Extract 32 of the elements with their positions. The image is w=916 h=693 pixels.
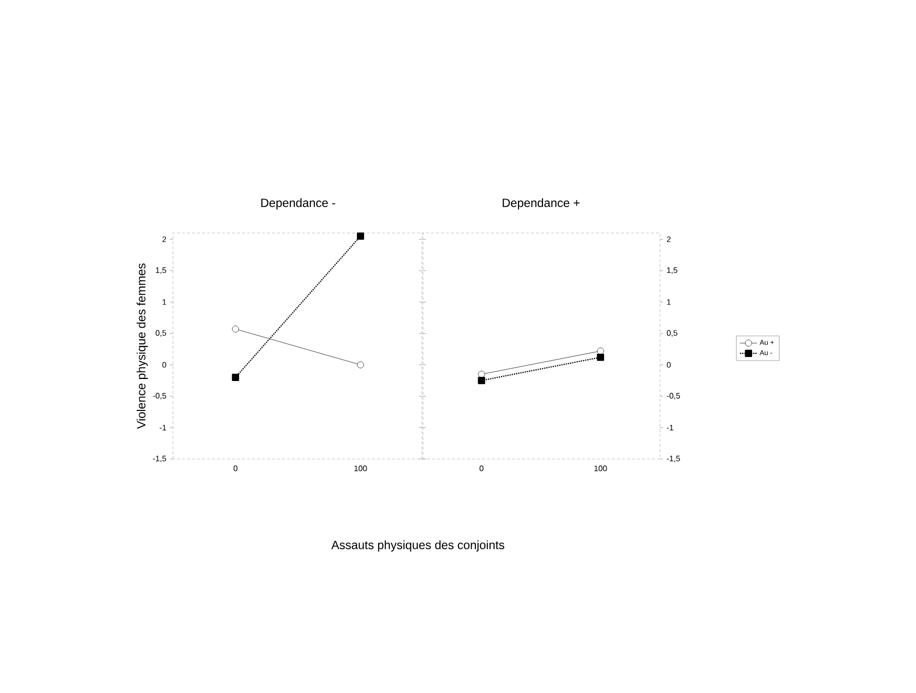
point: [357, 361, 364, 368]
point: [232, 326, 239, 332]
y2-tick-label: 1,5: [667, 267, 678, 274]
chart-title: Dependance -: [261, 198, 336, 210]
x-tick-label: 100: [354, 466, 367, 472]
y2-tick-label: 1: [667, 299, 671, 305]
y2-tick-label: -1,5: [666, 456, 680, 462]
x-tick-label: 0: [480, 466, 484, 472]
y-tick-label: -1: [160, 424, 166, 430]
y-tick-label: 1: [162, 299, 166, 305]
chart-title: Dependance +: [502, 198, 580, 210]
y2-tick-label: 0,5: [666, 330, 678, 337]
y-axis-title: Violence physique des femmes: [136, 264, 148, 429]
x-axis-title: Assauts physiques des conjoints: [331, 540, 504, 552]
y-tick-label: 1,5: [156, 267, 166, 274]
y2-tick-label: -1: [666, 424, 674, 430]
y-tick-label: -0,5: [153, 392, 166, 400]
point: [596, 354, 604, 361]
x-tick-label: 100: [594, 466, 607, 472]
point: [478, 370, 485, 378]
point: [478, 376, 486, 384]
y-tick-label: 0: [162, 362, 166, 368]
point: [597, 348, 604, 354]
point: [232, 374, 240, 381]
y2-tick-label: -0,5: [666, 392, 680, 400]
x-tick-label: 0: [234, 466, 238, 472]
y2-tick-label: 2: [666, 236, 671, 242]
y2-tick-label: 0: [666, 362, 671, 368]
y-tick-label: 2: [162, 236, 166, 242]
y-tick-label: -1,5: [153, 456, 166, 462]
y-tick-label: 0,5: [156, 330, 166, 337]
point: [356, 232, 364, 240]
